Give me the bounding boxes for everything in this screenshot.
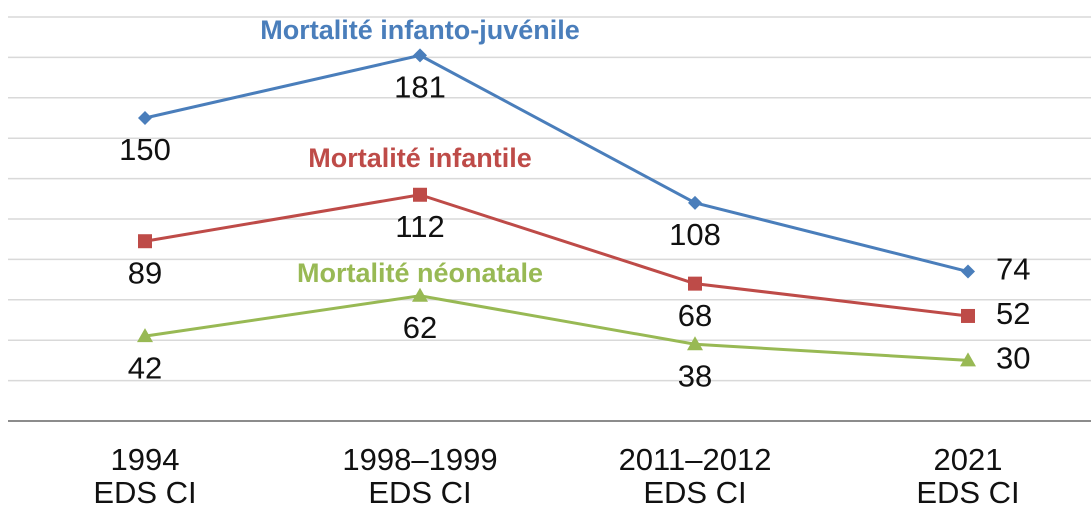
data-label: 150 bbox=[119, 132, 171, 167]
data-label: 30 bbox=[996, 341, 1030, 376]
data-label: 52 bbox=[996, 296, 1030, 331]
point-marker bbox=[688, 195, 702, 210]
point-marker bbox=[687, 336, 703, 351]
data-label: 74 bbox=[996, 252, 1030, 287]
series-line bbox=[144, 294, 969, 362]
series-label: Mortalité néonatale bbox=[297, 258, 543, 288]
data-label: 108 bbox=[669, 217, 721, 252]
point-marker bbox=[138, 111, 152, 125]
x-tick-label: 1994 bbox=[111, 442, 180, 477]
data-label: 42 bbox=[128, 350, 162, 385]
x-tick-label: EDS CI bbox=[93, 475, 196, 508]
x-tick-label: EDS CI bbox=[916, 475, 1019, 508]
data-label: 68 bbox=[678, 298, 712, 333]
x-tick-label: 1998–1999 bbox=[342, 442, 497, 477]
x-tick-label: EDS CI bbox=[643, 475, 746, 508]
point-marker bbox=[688, 276, 702, 291]
series-label: Mortalité infantile bbox=[308, 143, 532, 173]
data-label: 38 bbox=[678, 358, 712, 393]
data-label: 62 bbox=[403, 310, 437, 345]
x-tick-label: 2011–2012 bbox=[619, 442, 772, 477]
point-marker bbox=[961, 264, 975, 279]
series-line bbox=[144, 193, 969, 318]
data-label: 89 bbox=[128, 255, 162, 290]
data-label: 112 bbox=[395, 209, 444, 244]
data-label: 181 bbox=[394, 70, 446, 105]
series-line bbox=[144, 53, 969, 273]
x-tick-label: 2021 bbox=[934, 442, 1003, 477]
point-marker bbox=[412, 287, 428, 302]
point-marker bbox=[138, 234, 152, 249]
x-tick-label: EDS CI bbox=[368, 475, 471, 508]
series-label: Mortalité infanto-juvénile bbox=[260, 15, 580, 45]
point-marker bbox=[413, 48, 427, 63]
point-marker bbox=[960, 352, 976, 367]
point-marker bbox=[961, 308, 975, 323]
point-marker bbox=[413, 187, 427, 202]
point-marker bbox=[137, 328, 153, 343]
